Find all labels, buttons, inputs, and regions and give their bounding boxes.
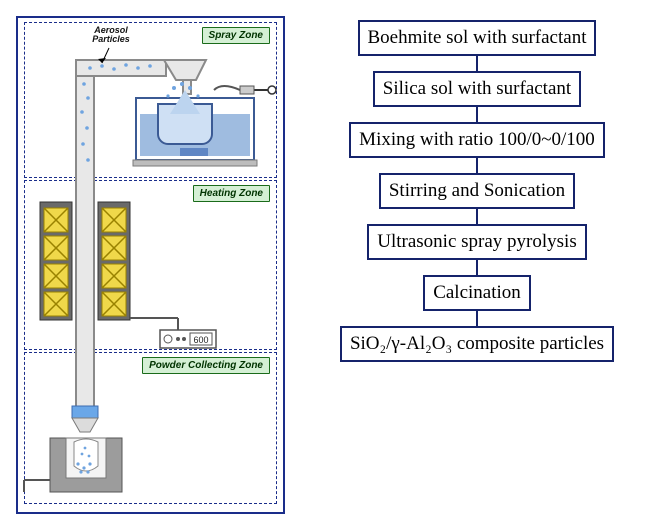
flow-step-6: SiO₂/γ-Al₂O₃ composite particles — [340, 326, 614, 362]
flow-connector — [476, 260, 478, 275]
flow-connector — [476, 107, 478, 122]
flow-step-4: Ultrasonic spray pyrolysis — [367, 224, 586, 260]
flow-step-2: Mixing with ratio 100/0~0/100 — [349, 122, 605, 158]
flow-connector — [476, 56, 478, 71]
flow-step-3: Stirring and Sonication — [379, 173, 575, 209]
flow-step-0: Boehmite sol with surfactant — [358, 20, 597, 56]
flow-connector — [476, 209, 478, 224]
flowchart-panel: Boehmite sol with surfactant Silica sol … — [308, 16, 646, 510]
flow-step-5: Calcination — [423, 275, 531, 311]
flow-step-1: Silica sol with surfactant — [373, 71, 581, 107]
readout-value: 600 — [193, 335, 208, 345]
flow-connector — [476, 311, 478, 326]
schematic-panel: Spray Zone Heating Zone Powder Collectin… — [16, 16, 285, 514]
apparatus-svg: 600 — [18, 18, 283, 512]
flow-connector — [476, 158, 478, 173]
